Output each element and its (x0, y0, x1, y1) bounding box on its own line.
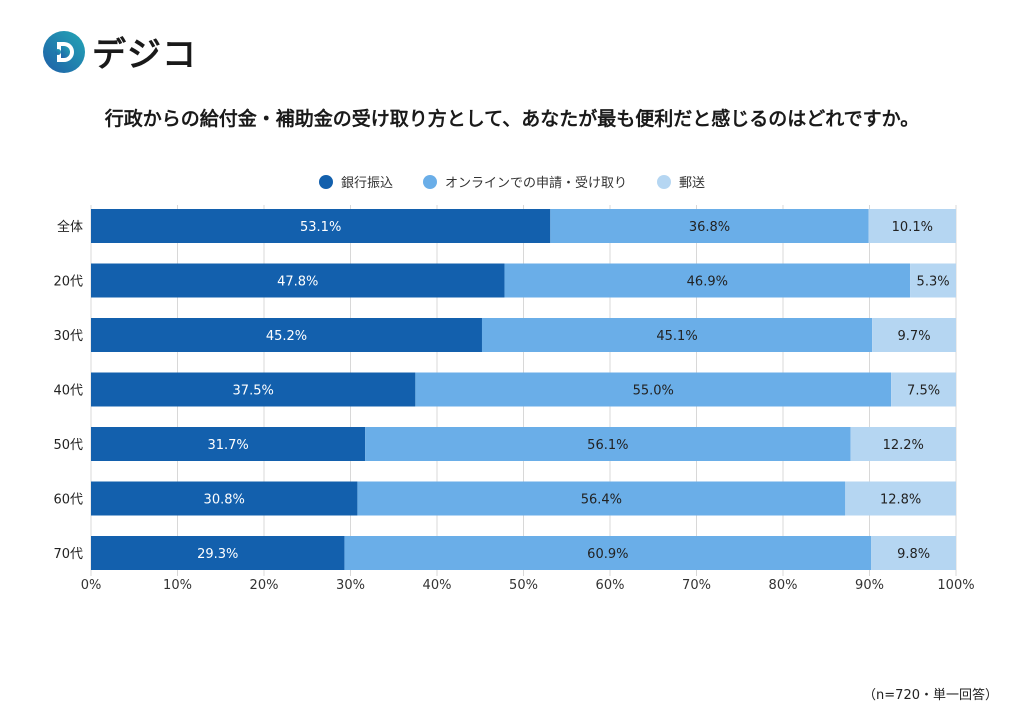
logo-mark-icon (43, 30, 85, 73)
bar-segment (481, 318, 873, 352)
data-label: 5.3% (917, 275, 950, 290)
logo: デジコ (42, 27, 197, 76)
legend-label: 郵送 (679, 176, 706, 191)
category-label: 50代 (53, 438, 83, 453)
chart-title: 行政からの給付金・補助金の受け取り方として、あなたが最も便利だと感じるのはどれで… (104, 108, 920, 130)
legend-swatch (657, 174, 671, 189)
bar-segment (415, 372, 892, 407)
bar-segment (91, 427, 366, 461)
legend: 銀行振込 オンラインでの申請・受け取り 郵送 (0, 172, 1024, 191)
x-tick-label: 90% (855, 578, 884, 593)
data-label: 9.8% (897, 547, 930, 562)
legend-label: 銀行振込 (340, 176, 393, 191)
category-label: 20代 (53, 275, 83, 290)
bar-segment (550, 209, 869, 243)
bar-segment (357, 481, 846, 516)
bar-segment (91, 372, 416, 407)
category-label: 全体 (57, 219, 83, 235)
data-label: 7.5% (907, 384, 940, 399)
category-label: 40代 (53, 384, 83, 399)
x-tick-label: 80% (769, 578, 798, 593)
bar-segment (891, 372, 956, 407)
legend-item: 郵送 (657, 172, 705, 191)
bar-segment (910, 263, 956, 298)
legend-item: オンラインでの申請・受け取り (422, 172, 627, 191)
data-label: 53.1% (300, 220, 341, 235)
bar-segment (850, 427, 956, 461)
category-label: 60代 (53, 493, 83, 508)
bar-segment (344, 536, 872, 570)
data-label: 36.8% (689, 220, 730, 235)
logo-text: デジコ (92, 35, 197, 75)
legend-swatch (422, 174, 437, 189)
data-label: 46.9% (687, 275, 728, 290)
x-tick-label: 70% (682, 578, 711, 593)
data-label: 30.8% (204, 493, 245, 508)
data-label: 37.5% (233, 384, 274, 399)
data-label: 31.7% (207, 438, 248, 453)
bar-segment (504, 263, 911, 298)
sample-note: （n=720・単一回答） (863, 688, 998, 703)
x-tick-label: 30% (336, 578, 365, 593)
legend-item: 銀行振込 (318, 172, 393, 191)
data-label: 55.0% (633, 384, 674, 399)
data-label: 45.2% (266, 329, 307, 344)
bar-segment (91, 263, 505, 298)
data-label: 60.9% (587, 547, 628, 562)
legend-swatch (318, 174, 333, 189)
data-label: 29.3% (197, 547, 238, 562)
data-label: 56.4% (581, 493, 622, 508)
bar-segment (872, 318, 956, 352)
bar-segment (91, 481, 358, 516)
x-tick-label: 20% (250, 578, 279, 593)
bar-segment (845, 481, 956, 516)
category-label: 30代 (53, 329, 83, 344)
data-label: 12.2% (883, 438, 924, 453)
x-tick-label: 40% (423, 578, 452, 593)
bar-segment (365, 427, 851, 461)
data-label: 9.7% (898, 329, 931, 344)
data-label: 47.8% (277, 275, 318, 290)
x-tick-label: 10% (163, 578, 192, 593)
data-label: 56.1% (587, 438, 628, 453)
bar-segment (868, 209, 956, 243)
bar-segment (871, 536, 956, 570)
x-tick-label: 0% (81, 578, 102, 593)
bar-segment (91, 318, 482, 352)
x-tick-label: 60% (596, 578, 625, 593)
legend-label: オンラインでの申請・受け取り (444, 176, 627, 191)
x-tick-label: 100% (937, 578, 974, 593)
x-tick-label: 50% (509, 578, 538, 593)
bar-segment (91, 209, 551, 243)
data-label: 12.8% (880, 493, 921, 508)
data-label: 45.1% (656, 329, 697, 344)
category-label: 70代 (53, 547, 83, 562)
bar-segment (91, 536, 345, 570)
data-label: 10.1% (892, 220, 933, 235)
